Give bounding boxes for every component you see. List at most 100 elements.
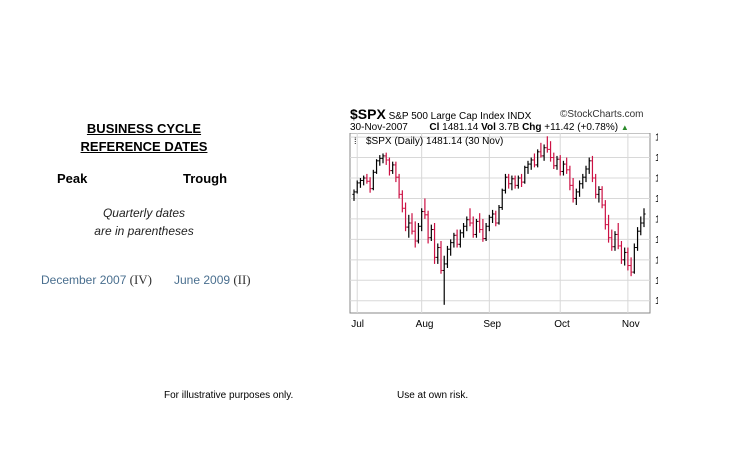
ohlc-bar	[632, 243, 636, 274]
x-axis: Jul Aug Sep Oct Nov	[351, 319, 639, 330]
ohlc-bar	[616, 223, 620, 250]
y-tick-label: 1425	[655, 255, 658, 266]
ohlc-bar	[352, 189, 356, 201]
ohlc-bar	[529, 157, 533, 170]
ohlc-bar	[635, 227, 640, 251]
bar-layer	[352, 136, 646, 305]
ohlc-bar	[519, 173, 524, 187]
ohlc-bar	[571, 178, 575, 203]
x-tick-label: Oct	[554, 319, 570, 330]
ohlc-bar	[487, 214, 491, 232]
close-label: Cl	[429, 122, 440, 133]
ohlc-bar	[426, 210, 430, 244]
ohlc-bar	[626, 247, 630, 271]
ohlc-bar	[600, 186, 604, 209]
ohlc-bar	[565, 157, 569, 174]
trough-date-link[interactable]: June 2009	[174, 273, 231, 287]
peak-quarter: (IV)	[129, 272, 153, 287]
ohlc-bar	[639, 216, 643, 236]
ohlc-bar	[365, 173, 369, 184]
ohlc-bar	[536, 149, 540, 168]
ohlc-bar	[490, 209, 495, 223]
ohlc-bar	[384, 152, 388, 165]
ohlc-bar	[452, 232, 456, 248]
chart-legend: $SPX (Daily) 1481.14 (30 Nov)	[366, 136, 503, 147]
ohlc-bar	[594, 173, 598, 199]
close-value: 1481.14	[442, 122, 479, 133]
ohlc-bar	[407, 214, 411, 238]
stockcharts-watermark: ©StockCharts.com	[560, 109, 644, 120]
x-tick-label: Sep	[483, 319, 501, 330]
ohlc-bar	[555, 155, 559, 170]
ohlc-bar	[410, 213, 414, 235]
ohlc-bar	[548, 141, 553, 162]
ohlc-bar	[577, 180, 582, 197]
ohlc-bar	[439, 241, 443, 274]
y-axis: 1575 1550 1525 1500 1475 1450 1425 1400 1375	[655, 133, 658, 307]
ohlc-bar	[558, 155, 562, 176]
ohlc-bar	[590, 155, 595, 183]
peak-date-link[interactable]: December 2007	[41, 273, 127, 287]
ohlc-bar	[513, 175, 517, 189]
chg-label: Chg	[522, 122, 542, 133]
ohlc-bar	[420, 208, 424, 232]
peak-label: Peak	[57, 171, 88, 186]
vol-value: 3.7B	[498, 122, 520, 133]
ohlc-bar	[368, 177, 372, 193]
y-tick-label: 1475	[655, 214, 658, 225]
ohlc-bar	[387, 157, 392, 176]
ohlc-bar	[416, 223, 421, 244]
ohlc-bar	[619, 241, 624, 264]
grid-layer	[350, 133, 650, 313]
ohlc-bar	[455, 229, 459, 248]
ohlc-bar	[391, 161, 395, 174]
vol-label: Vol	[481, 122, 496, 133]
ohlc-bar	[403, 202, 408, 232]
chart-header-line-2: 30-Nov-2007 Cl 1481.14 Vol 3.7B Chg +11.…	[350, 122, 629, 133]
ohlc-bar	[539, 142, 543, 158]
chart-header-line-1: $SPX S&P 500 Large Cap Index INDX	[350, 106, 531, 122]
ohlc-bar	[484, 223, 488, 241]
ohlc-bar	[358, 178, 363, 188]
x-tick-label: Aug	[416, 319, 434, 330]
x-tick-label: Jul	[351, 319, 364, 330]
ohlc-bar	[400, 190, 404, 213]
ohlc-bar	[542, 144, 546, 161]
ohlc-bar	[532, 153, 537, 168]
ohlc-bar	[394, 161, 398, 183]
ohlc-bar	[371, 169, 375, 191]
ohlc-bar	[510, 175, 514, 191]
ohlc-bar	[587, 157, 591, 174]
ohlc-bar	[432, 223, 437, 264]
chart-legend-icon: ⁞	[354, 136, 357, 146]
up-arrow-icon: ▲	[620, 123, 629, 132]
title-line-1: BUSINESS CYCLE	[86, 121, 202, 136]
ohlc-bar	[526, 160, 530, 174]
ohlc-bar	[445, 245, 450, 268]
x-tick-label: Nov	[622, 319, 640, 330]
ohlc-bar	[442, 255, 446, 305]
ohlc-bar	[500, 188, 504, 210]
title-line-2: REFERENCE DATES	[80, 139, 208, 154]
ohlc-bar	[606, 214, 611, 243]
ohlc-bar	[642, 208, 646, 228]
ohlc-bar	[523, 165, 527, 184]
ohlc-bar	[465, 216, 469, 232]
ohlc-bar	[503, 173, 508, 194]
ohlc-bar	[597, 186, 601, 203]
ohlc-bar	[429, 224, 433, 241]
ohlc-bar	[413, 221, 417, 248]
footer-disclaimer-left: For illustrative purposes only.	[164, 390, 294, 401]
ohlc-bar	[461, 223, 466, 238]
ohlc-bar	[610, 229, 614, 251]
ohlc-bar	[494, 210, 498, 227]
ohlc-bar	[362, 175, 366, 186]
trough-label: Trough	[183, 171, 228, 186]
ohlc-bar	[436, 243, 440, 264]
chart-date: 30-Nov-2007	[350, 122, 408, 133]
y-tick-label: 1450	[655, 235, 658, 246]
note-line-2: are in parentheses	[94, 224, 194, 238]
ohlc-bar	[603, 200, 607, 230]
ohlc-bar	[449, 239, 453, 256]
footer-disclaimer-right: Use at own risk.	[397, 390, 469, 401]
